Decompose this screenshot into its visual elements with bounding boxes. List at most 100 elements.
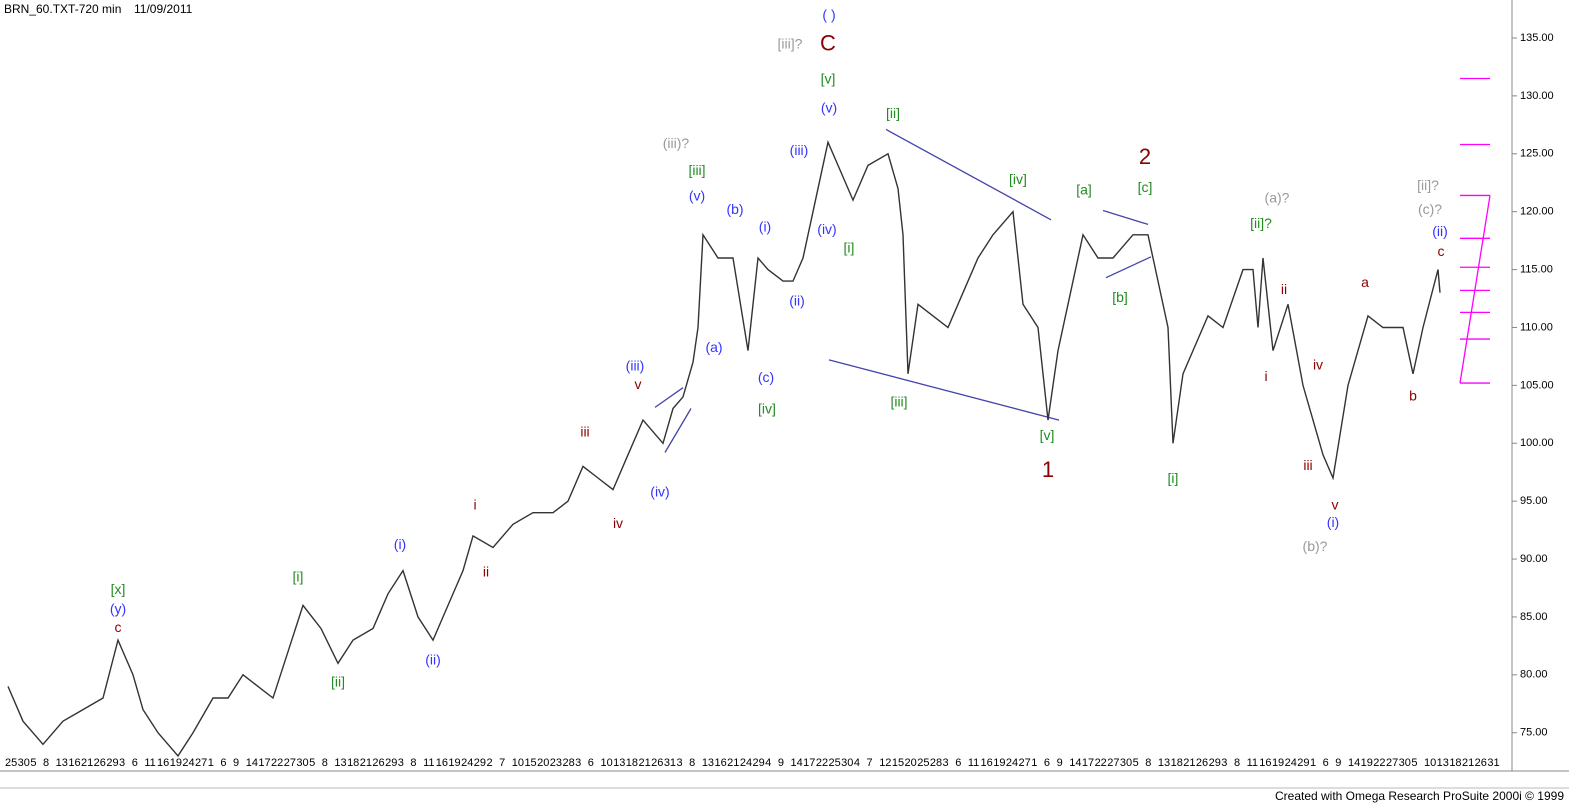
- wave-label: (c)?: [1418, 201, 1442, 217]
- trendline: [664, 408, 692, 453]
- x-tick-label: 24: [740, 757, 752, 769]
- x-tick-label: 9: [1057, 757, 1063, 769]
- x-tick-label: 4: [765, 757, 771, 769]
- wave-label: (i): [394, 536, 406, 552]
- x-tick-label: 23: [550, 757, 562, 769]
- wave-label: (b): [726, 201, 743, 217]
- wave-label: iv: [1313, 356, 1323, 372]
- wave-label: a: [1361, 274, 1369, 290]
- wave-label: [c]: [1138, 179, 1153, 195]
- wave-label: (v): [821, 99, 837, 115]
- y-tick-label: 135.00: [1520, 32, 1554, 44]
- x-tick-label: 5: [309, 757, 315, 769]
- x-tick-label: 6: [1044, 757, 1050, 769]
- wave-label: (iv): [817, 221, 836, 237]
- y-tick-label: 75.00: [1520, 727, 1548, 739]
- footer: Created with Omega Research ProSuite 200…: [1275, 789, 1564, 803]
- x-tick-label: 25: [5, 757, 17, 769]
- x-tick-label: 9: [778, 757, 784, 769]
- x-tick-label: 18: [626, 757, 638, 769]
- x-tick-label: 21: [638, 757, 650, 769]
- x-tick-label: 30: [1399, 757, 1411, 769]
- wave-label: (iii)?: [663, 135, 690, 151]
- y-tick-label: 110.00: [1520, 321, 1553, 333]
- wave-label: (i): [759, 219, 771, 235]
- wave-label: (ii): [789, 293, 805, 309]
- x-tick-label: 18: [1171, 757, 1183, 769]
- x-tick-label: 16: [981, 757, 993, 769]
- x-tick-label: 8: [689, 757, 695, 769]
- x-tick-label: 3: [575, 757, 581, 769]
- wave-label: [iii]: [890, 393, 907, 409]
- x-tick-label: 6: [588, 757, 594, 769]
- wave-label: [iv]: [1009, 171, 1027, 187]
- wave-label: iv: [613, 515, 623, 531]
- x-tick-label: 3: [119, 757, 125, 769]
- y-tick-label: 115.00: [1520, 263, 1553, 275]
- y-tick-label: 85.00: [1520, 611, 1548, 623]
- x-tick-label: 25: [829, 757, 841, 769]
- x-tick-label: 3: [1221, 757, 1227, 769]
- x-tick-label: 27: [195, 757, 207, 769]
- wave-label: (a)?: [1265, 190, 1290, 206]
- x-tick-label: 26: [1475, 757, 1487, 769]
- y-tick-label: 80.00: [1520, 669, 1548, 681]
- x-tick-label: 8: [1234, 757, 1240, 769]
- x-tick-label: 31: [1487, 757, 1499, 769]
- x-tick-label: 1: [1310, 757, 1316, 769]
- x-tick-label: 25: [917, 757, 929, 769]
- wave-label: 2: [1139, 144, 1151, 169]
- x-tick-label: 29: [385, 757, 397, 769]
- x-tick-label: 30: [18, 757, 30, 769]
- wave-label: ii: [483, 564, 489, 580]
- x-tick-label: 15: [524, 757, 536, 769]
- x-tick-label: 22: [1373, 757, 1385, 769]
- y-tick-label: 120.00: [1520, 206, 1554, 218]
- wave-label: ii: [1281, 281, 1287, 297]
- wave-label: v: [1332, 496, 1339, 512]
- x-tick-label: 24: [1285, 757, 1297, 769]
- x-tick-label: 17: [803, 757, 815, 769]
- trendline: [885, 128, 1052, 221]
- wave-label: b: [1409, 388, 1417, 404]
- x-tick-label: 19: [1272, 757, 1284, 769]
- trendline: [828, 359, 1060, 421]
- x-tick-label: 13: [1158, 757, 1170, 769]
- x-tick-label: 12: [879, 757, 891, 769]
- wave-label: [ii]?: [1417, 177, 1439, 193]
- x-tick-label: 27: [1107, 757, 1119, 769]
- x-tick-label: 13: [334, 757, 346, 769]
- x-tick-label: 30: [841, 757, 853, 769]
- wave-label: (iii): [626, 358, 645, 374]
- x-tick-label: 24: [1006, 757, 1018, 769]
- wave-label: [x]: [111, 581, 126, 597]
- x-tick-label: 22: [271, 757, 283, 769]
- x-tick-label: 2: [486, 757, 492, 769]
- level-connector: [1459, 195, 1491, 384]
- x-tick-label: 10: [512, 757, 524, 769]
- x-tick-label: 7: [867, 757, 873, 769]
- x-tick-label: 8: [410, 757, 416, 769]
- x-tick-label: 17: [258, 757, 270, 769]
- wave-label: (ii): [425, 652, 441, 668]
- wave-label: (b)?: [1303, 538, 1328, 554]
- x-tick-label: 9: [233, 757, 239, 769]
- y-tick-label: 90.00: [1520, 553, 1548, 565]
- wave-label: [iii]?: [778, 36, 803, 52]
- y-tick-label: 125.00: [1520, 148, 1554, 160]
- x-tick-label: 21: [727, 757, 739, 769]
- x-tick-label: 9: [1335, 757, 1341, 769]
- x-tick-label: 31: [664, 757, 676, 769]
- x-tick-label: 16: [1259, 757, 1271, 769]
- x-tick-label: 8: [322, 757, 328, 769]
- trendline: [654, 387, 684, 408]
- x-tick-label: 20: [905, 757, 917, 769]
- wave-label: (iv): [650, 484, 669, 500]
- y-tick-label: 95.00: [1520, 495, 1548, 507]
- x-tick-label: 27: [1019, 757, 1031, 769]
- x-tick-label: 19: [170, 757, 182, 769]
- x-tick-label: 13: [56, 757, 68, 769]
- x-tick-label: 5: [30, 757, 36, 769]
- x-tick-label: 24: [182, 757, 194, 769]
